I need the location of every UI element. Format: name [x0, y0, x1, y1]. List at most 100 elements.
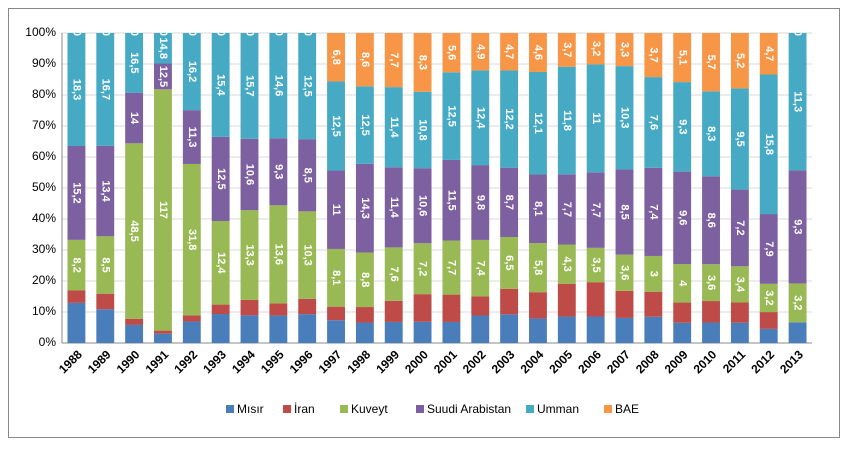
bar-segment [384, 247, 403, 301]
bar-segment [730, 88, 749, 190]
bar-segment [471, 33, 490, 71]
data-label: 0 [215, 30, 227, 36]
bar-segment [471, 70, 490, 166]
bar-segment [298, 33, 317, 140]
bar-segment [327, 306, 345, 321]
bar-segment [67, 302, 86, 343]
bar-segment [557, 33, 576, 67]
bar-segment [182, 33, 201, 111]
bar-segment [154, 330, 172, 334]
data-label: 8,5 [301, 168, 313, 183]
bar-segment [154, 89, 172, 331]
bar-segment [759, 74, 778, 215]
data-label: 5,2 [734, 53, 746, 68]
data-label: 7,4 [474, 261, 486, 277]
data-label: 13,4 [99, 180, 111, 202]
bar-segment [355, 33, 374, 87]
bar-segment [702, 322, 720, 343]
data-label: 8,5 [99, 257, 111, 272]
bar-segment [471, 296, 490, 316]
y-tick-label: 70% [32, 118, 56, 132]
bar-segment [500, 167, 519, 238]
data-label: 4,3 [561, 256, 573, 271]
bar-segment [500, 288, 519, 315]
data-label: 9,3 [792, 219, 804, 234]
data-label: 16,2 [186, 61, 198, 82]
data-label: 7,4 [647, 204, 659, 220]
data-label: 7,6 [388, 266, 400, 281]
bar-segment [413, 243, 432, 295]
bar-segment [327, 170, 345, 249]
bar-segment [730, 266, 749, 303]
bar-segment [644, 291, 663, 317]
data-label: 0 [71, 30, 83, 36]
bar-segment [759, 33, 778, 75]
bar-segment [182, 321, 201, 343]
bar-segment [615, 33, 634, 67]
data-label: 0 [99, 30, 111, 36]
bar-segment [673, 322, 692, 343]
data-label: 14,8 [157, 38, 169, 59]
y-tick-label: 100% [25, 25, 56, 39]
data-label: 12,5 [215, 168, 227, 189]
data-label: 5,6 [446, 45, 458, 60]
bar-segment [471, 165, 490, 240]
bar-segment [298, 211, 317, 299]
data-label: 7,2 [417, 261, 429, 276]
data-label: 13,3 [244, 244, 256, 265]
data-label: 8,5 [619, 204, 631, 219]
data-label: 3,2 [763, 290, 775, 305]
data-label: 11,4 [388, 117, 400, 139]
data-label: 11,3 [186, 127, 198, 148]
data-label: 7,2 [734, 220, 746, 235]
bar-segment [730, 189, 749, 267]
data-label: 7,9 [763, 241, 775, 256]
bar-segment [557, 66, 576, 175]
bar-segment [644, 316, 663, 343]
bar-segment [125, 318, 144, 325]
bar-segment [355, 322, 374, 343]
bar-segment [211, 136, 230, 222]
data-label: 0 [301, 30, 313, 36]
bar-segment [759, 312, 778, 329]
bar-segment [355, 86, 374, 164]
legend-swatch [226, 405, 234, 413]
bar-segment [500, 314, 519, 343]
legend-label: Mısır [237, 402, 264, 416]
bar-segment [500, 70, 519, 168]
bar-segment [211, 314, 230, 343]
data-label: 48,5 [128, 220, 140, 241]
bar-segment [327, 33, 345, 82]
bar-segment [96, 293, 115, 310]
data-label: 12,2 [503, 108, 515, 129]
bar-segment [615, 290, 634, 318]
bar-segment [240, 299, 259, 316]
data-label: 3,5 [590, 257, 602, 272]
data-label: 7,7 [388, 52, 400, 67]
bar-segment [529, 174, 547, 244]
y-tick-label: 0% [39, 335, 57, 349]
data-label: 13,6 [272, 244, 284, 265]
bar-segment [673, 33, 692, 83]
data-label: 3 [647, 271, 659, 277]
bar-segment [586, 316, 605, 343]
bar-segment [182, 110, 201, 164]
data-label: 3,4 [734, 277, 746, 293]
bar-segment [442, 321, 461, 343]
data-label: 15,4 [215, 74, 227, 96]
bar-segment [240, 210, 259, 300]
bar-segment [298, 139, 317, 212]
bar-segment [586, 247, 605, 283]
bar-segment [730, 322, 749, 343]
bar-segment [644, 33, 663, 78]
y-tick-label: 60% [32, 149, 56, 163]
data-label: 12,4 [215, 252, 227, 274]
data-label: 11,5 [446, 190, 458, 211]
data-label: 11 [590, 113, 602, 125]
bar-segment [154, 333, 172, 343]
bar-segment [269, 205, 288, 304]
data-label: 7,7 [446, 260, 458, 275]
bar-segment [413, 294, 432, 322]
data-label: 6,5 [503, 255, 515, 270]
bar-segment [269, 138, 288, 206]
